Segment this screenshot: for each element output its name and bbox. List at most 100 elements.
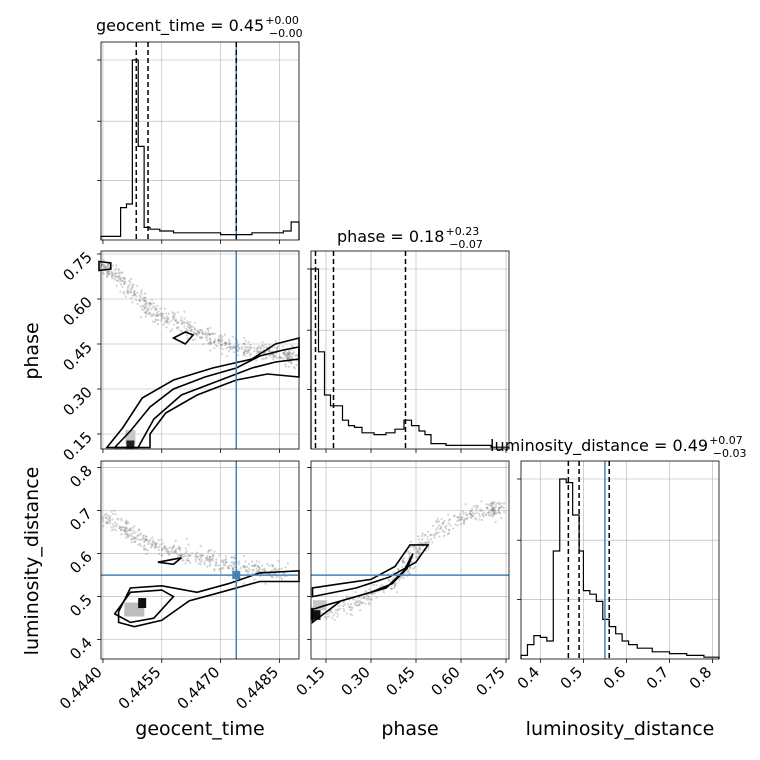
p10-point xyxy=(117,268,120,271)
p10-point xyxy=(165,318,168,321)
p10-point xyxy=(207,329,210,332)
p22-frame xyxy=(520,460,720,660)
p21-xtick-label-4: 0.75 xyxy=(472,663,508,699)
p10-point xyxy=(114,275,117,278)
p21-point xyxy=(464,503,467,506)
p20-point xyxy=(179,546,182,550)
p20-point xyxy=(214,564,217,567)
p20-point xyxy=(220,571,223,574)
p10-point xyxy=(227,350,231,353)
p10-point xyxy=(228,342,231,345)
p21-point xyxy=(458,518,461,521)
p21-point xyxy=(408,551,411,555)
p10-point xyxy=(220,352,223,355)
p21-point xyxy=(452,527,455,530)
p10-point xyxy=(198,331,201,334)
p21-xtick-label-3: 0.60 xyxy=(427,663,463,699)
p10-point xyxy=(204,333,208,336)
p20-point xyxy=(225,558,228,561)
p21-point xyxy=(469,509,472,512)
p21-point xyxy=(476,505,479,508)
p21-point xyxy=(402,560,405,564)
p10-point xyxy=(103,266,106,269)
p20-point xyxy=(138,533,141,536)
p10-point xyxy=(207,332,210,335)
p10-point xyxy=(249,346,253,349)
p10-point xyxy=(189,329,192,332)
p10-point xyxy=(219,334,223,337)
p10-point xyxy=(295,354,298,357)
p20-point xyxy=(175,548,178,551)
p20-point xyxy=(137,529,140,532)
p21-point xyxy=(362,596,365,600)
p21-point xyxy=(494,510,497,514)
p21-point xyxy=(494,521,497,524)
p10-point xyxy=(243,354,247,357)
p10-point xyxy=(232,351,235,354)
p21-point xyxy=(358,603,361,607)
p10-point xyxy=(276,346,279,349)
p10-point xyxy=(181,322,184,325)
p10-point xyxy=(277,357,280,360)
p20-point xyxy=(118,527,121,530)
p10-point xyxy=(166,320,169,323)
p21-point xyxy=(414,546,417,549)
p10-point xyxy=(148,302,151,305)
p10-point xyxy=(138,299,142,302)
p20-point xyxy=(228,564,231,567)
p20-point xyxy=(132,532,135,535)
p20-point xyxy=(145,535,148,539)
p21-point xyxy=(490,508,493,511)
p10-point xyxy=(185,329,189,332)
p20-point xyxy=(209,563,212,566)
p21-point xyxy=(489,504,492,507)
p10-point xyxy=(149,312,152,315)
p10-point xyxy=(274,354,277,357)
p21-point xyxy=(486,511,489,514)
p21-point xyxy=(380,583,383,586)
p10-point xyxy=(208,333,211,336)
p20-point xyxy=(218,568,221,571)
p20-point xyxy=(261,568,264,571)
p10-point xyxy=(160,317,163,320)
p21-point xyxy=(395,591,399,594)
p21-point xyxy=(417,551,420,555)
p20-point xyxy=(258,569,261,572)
p20-point xyxy=(171,546,174,549)
p10-point xyxy=(135,295,138,298)
p21-point xyxy=(497,502,500,505)
p20-point xyxy=(227,565,230,568)
p20-point xyxy=(134,531,137,534)
p10-point xyxy=(126,286,129,289)
p10-point xyxy=(243,351,246,354)
p20-point xyxy=(182,559,185,562)
p21-point xyxy=(491,502,494,505)
p21-point xyxy=(491,509,494,512)
p21-point xyxy=(333,619,336,622)
p20-point xyxy=(133,536,136,539)
p20-point xyxy=(273,568,276,571)
p20-point xyxy=(145,553,148,556)
p21-point xyxy=(415,555,418,558)
p10-point xyxy=(288,355,291,358)
p20-point xyxy=(219,569,222,572)
p20-point xyxy=(231,566,234,570)
p10-density-0 xyxy=(125,430,136,444)
p10-point xyxy=(106,265,109,268)
p10-point xyxy=(156,323,159,326)
p20-point xyxy=(282,572,285,575)
p21-point xyxy=(403,572,406,575)
p10-point xyxy=(121,276,125,279)
p21-point xyxy=(443,519,446,523)
p20-point xyxy=(224,561,227,565)
p10-point xyxy=(246,352,249,355)
p10-point xyxy=(142,308,145,311)
p10-point xyxy=(206,336,209,339)
p10-point xyxy=(155,314,158,317)
p21-point xyxy=(360,597,363,600)
p20-point xyxy=(221,566,224,569)
p10-point xyxy=(238,347,241,350)
p21-point xyxy=(474,518,477,521)
p10-point xyxy=(241,348,244,351)
p10-point xyxy=(176,321,179,324)
